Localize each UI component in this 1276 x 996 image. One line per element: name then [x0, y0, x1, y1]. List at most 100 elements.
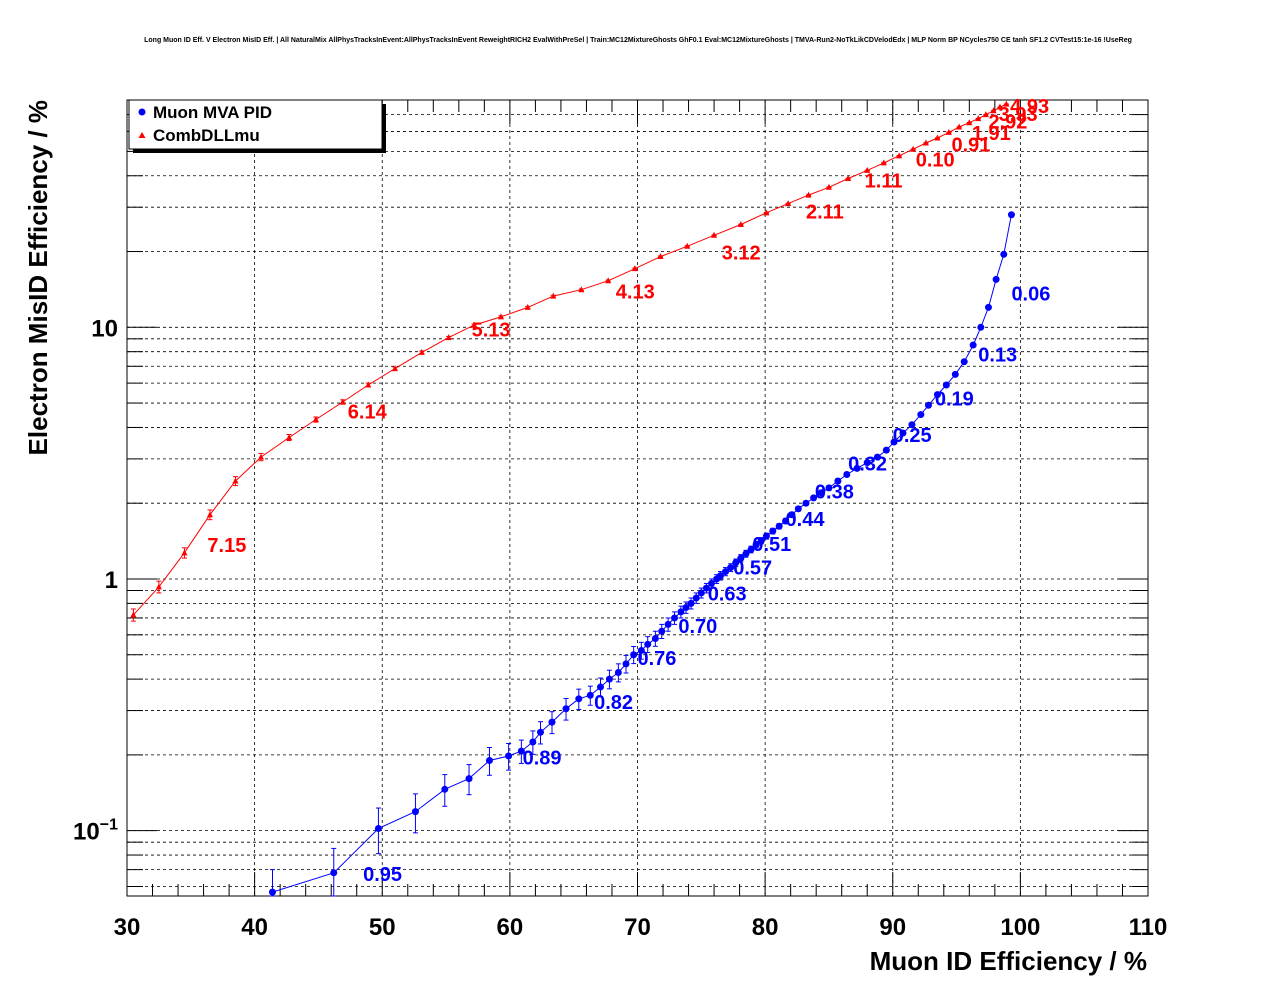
data-point: [268, 888, 276, 896]
data-point: [843, 471, 851, 479]
data-point: [497, 313, 504, 320]
data-point: [908, 421, 916, 429]
data-point: [785, 200, 792, 207]
data-label: 2.11: [806, 202, 844, 224]
x-tick-label: 100: [1000, 914, 1040, 941]
data-point: [762, 532, 770, 540]
data-point: [687, 599, 695, 607]
data-point: [517, 747, 525, 755]
data-label: 0.51: [752, 534, 791, 556]
data-label: 0.91: [951, 134, 990, 156]
data-point: [982, 111, 989, 118]
data-point: [992, 275, 1000, 283]
x-axis-title: Muon ID Efficiency / %: [870, 946, 1147, 976]
series-0: [268, 211, 1015, 897]
data-point: [155, 583, 162, 590]
data-point: [684, 242, 691, 249]
data-point: [697, 589, 705, 597]
data-point: [644, 640, 652, 648]
data-point: [181, 549, 188, 556]
data-point: [769, 527, 777, 535]
data-point: [956, 123, 963, 130]
data-point: [671, 614, 679, 622]
data-label: 0.82: [594, 692, 633, 714]
data-point: [763, 209, 770, 216]
y-tick-label: 10: [91, 315, 118, 342]
data-point: [677, 608, 685, 616]
data-point: [529, 738, 537, 746]
data-point: [505, 752, 513, 760]
data-label: 0.32: [848, 453, 887, 475]
data-point: [984, 303, 992, 311]
data-point: [258, 453, 265, 460]
data-point: [966, 119, 973, 126]
data-point: [692, 594, 700, 602]
data-point: [578, 286, 585, 293]
data-point: [562, 705, 570, 713]
series-line: [272, 214, 1012, 893]
data-point: [605, 277, 612, 284]
data-point: [737, 554, 745, 562]
data-point: [365, 381, 372, 388]
data-point: [206, 511, 213, 518]
data-point: [975, 115, 982, 122]
data-point: [977, 323, 985, 331]
data-point: [882, 446, 890, 454]
data-point: [637, 646, 645, 654]
data-point: [411, 808, 419, 816]
data-point: [445, 334, 452, 341]
data-point: [471, 321, 478, 328]
chart-title: Long Muon ID Eff. V Electron MisID Eff. …: [144, 37, 1132, 44]
data-point: [845, 175, 852, 182]
x-tick-label: 50: [369, 914, 396, 941]
data-point: [853, 464, 861, 472]
x-tick-label: 70: [624, 914, 651, 941]
data-point: [586, 691, 594, 699]
data-point: [899, 429, 907, 437]
data-point: [682, 604, 690, 612]
data-point: [465, 775, 473, 783]
data-point: [596, 683, 604, 691]
legend-marker-muon-mva: [138, 108, 146, 116]
data-label: 2.92: [988, 112, 1027, 134]
data-point: [708, 579, 716, 587]
data-point: [782, 517, 790, 525]
x-tick-label: 40: [241, 914, 268, 941]
data-point: [880, 159, 887, 166]
data-point: [716, 572, 724, 580]
data-point: [312, 416, 319, 423]
data-point: [864, 166, 871, 173]
y-tick-label: 10−1: [73, 817, 118, 846]
data-point: [524, 303, 531, 310]
data-point: [960, 358, 968, 366]
data-label: 6.14: [348, 401, 388, 423]
data-point: [996, 103, 1003, 110]
data-label: 0.38: [815, 481, 854, 503]
data-point: [605, 675, 613, 683]
data-label: 0.95: [363, 864, 402, 886]
data-label: 1.11: [865, 170, 903, 192]
grid: [127, 99, 1148, 896]
data-point: [232, 477, 239, 484]
data-point: [805, 191, 812, 198]
data-point: [890, 438, 898, 446]
legend-marker-combdllmu: [138, 132, 146, 138]
data-point: [732, 559, 740, 567]
data-point: [951, 370, 959, 378]
data-label: 0.19: [935, 388, 974, 410]
data-point: [441, 785, 449, 793]
data-point: [374, 824, 382, 832]
data-point: [825, 484, 833, 492]
data-point: [924, 401, 932, 409]
data-point: [657, 253, 664, 260]
data-point: [658, 627, 666, 635]
data-label: 1.91: [972, 123, 1011, 145]
data-point: [548, 718, 556, 726]
data-point: [817, 489, 825, 497]
legend: Muon MVA PID CombDLLmu: [128, 99, 386, 153]
data-point: [622, 660, 630, 668]
data-point: [788, 511, 796, 519]
data-label: 0.06: [1011, 283, 1050, 305]
data-point: [664, 620, 672, 628]
